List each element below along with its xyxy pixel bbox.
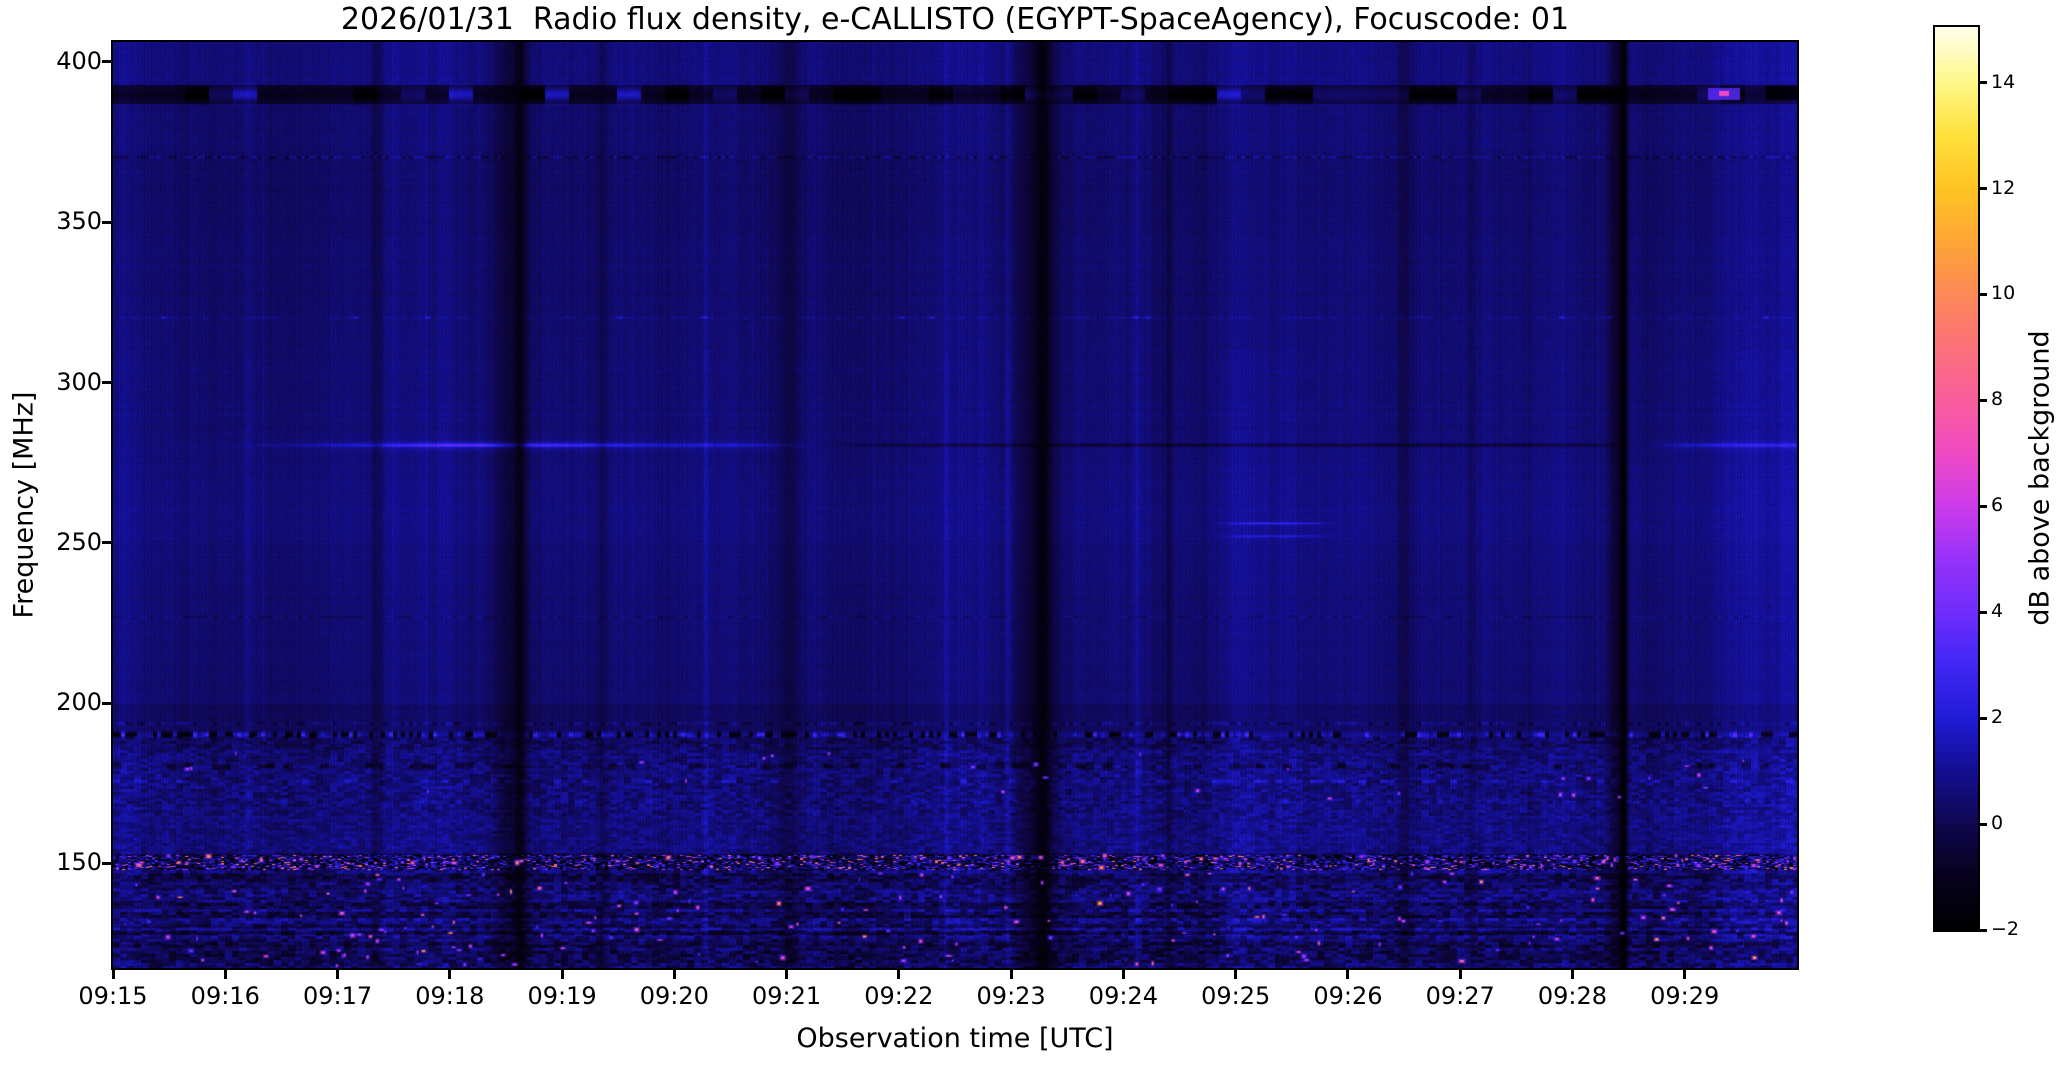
colorbar-tick-mark [1978, 928, 1987, 932]
x-tick-mark [560, 968, 564, 979]
x-tick-mark [897, 968, 901, 979]
y-tick-label: 400 [56, 46, 102, 75]
x-tick-label: 09:29 [1650, 982, 1720, 1010]
x-tick-label: 09:26 [1313, 982, 1383, 1010]
x-tick-label: 09:19 [527, 982, 597, 1010]
colorbar-tick-mark [1978, 504, 1987, 508]
chart-title: 2026/01/31 Radio flux density, e-CALLIST… [340, 2, 1570, 37]
x-tick-mark [1121, 968, 1125, 979]
x-tick-mark [1346, 968, 1350, 979]
x-tick-label: 09:21 [752, 982, 822, 1010]
x-tick-label: 09:16 [190, 982, 260, 1010]
x-tick-mark [1570, 968, 1574, 979]
y-tick-mark [102, 60, 113, 64]
x-tick-mark [223, 968, 227, 979]
y-tick-label: 250 [56, 527, 102, 556]
colorbar-tick-label: 0 [1991, 812, 2004, 835]
x-tick-label: 09:17 [302, 982, 373, 1010]
y-tick-mark [102, 701, 113, 705]
colorbar-tick-label: 10 [1991, 282, 2016, 305]
y-axis-label: Frequency [MHz] [8, 391, 40, 619]
colorbar-tick-mark [1978, 716, 1987, 720]
colorbar-canvas [1935, 27, 1978, 930]
spectrogram-canvas [113, 42, 1797, 968]
colorbar-tick-label: 8 [1991, 388, 2004, 411]
y-tick-label: 300 [56, 367, 102, 396]
y-tick-mark [102, 541, 113, 545]
x-tick-mark [672, 968, 676, 979]
x-tick-mark [785, 968, 789, 979]
x-tick-mark [1458, 968, 1462, 979]
x-tick-mark [1683, 968, 1687, 979]
colorbar-tick-mark [1978, 81, 1987, 85]
x-tick-mark [336, 968, 340, 979]
colorbar-tick-mark [1978, 822, 1987, 826]
x-tick-label: 09:27 [1425, 982, 1495, 1010]
colorbar-label: dB above background [2024, 330, 2056, 626]
x-tick-label: 09:22 [864, 982, 934, 1010]
x-tick-label: 09:15 [78, 982, 148, 1010]
colorbar-tick-mark [1978, 292, 1987, 296]
colorbar-tick-label: 12 [1991, 176, 2016, 199]
x-tick-mark [448, 968, 452, 979]
y-tick-mark [102, 220, 113, 224]
x-tick-mark [1009, 968, 1013, 979]
x-tick-label: 09:28 [1537, 982, 1608, 1010]
colorbar-tick-mark [1978, 610, 1987, 614]
colorbar-tick-label: −2 [1991, 918, 2020, 940]
colorbar-tick-mark [1978, 187, 1987, 191]
x-tick-mark [1234, 968, 1238, 979]
colorbar-tick-label: 4 [1991, 600, 2004, 623]
colorbar-tick-label: 6 [1991, 494, 2004, 517]
x-tick-label: 09:20 [639, 982, 709, 1010]
colorbar-tick-label: 2 [1991, 706, 2004, 729]
y-tick-label: 350 [56, 207, 102, 236]
x-tick-label: 09:25 [1201, 982, 1271, 1010]
y-tick-mark [102, 861, 113, 865]
y-tick-label: 150 [56, 848, 102, 877]
x-tick-label: 09:24 [1088, 982, 1158, 1010]
x-tick-label: 09:23 [976, 982, 1046, 1010]
x-tick-label: 09:18 [415, 982, 485, 1010]
x-axis-label: Observation time [UTC] [796, 1023, 1114, 1054]
y-tick-mark [102, 381, 113, 385]
x-tick-mark [111, 968, 115, 979]
colorbar-tick-label: 14 [1991, 70, 2016, 93]
colorbar-tick-mark [1978, 398, 1987, 402]
y-tick-label: 200 [56, 688, 102, 717]
